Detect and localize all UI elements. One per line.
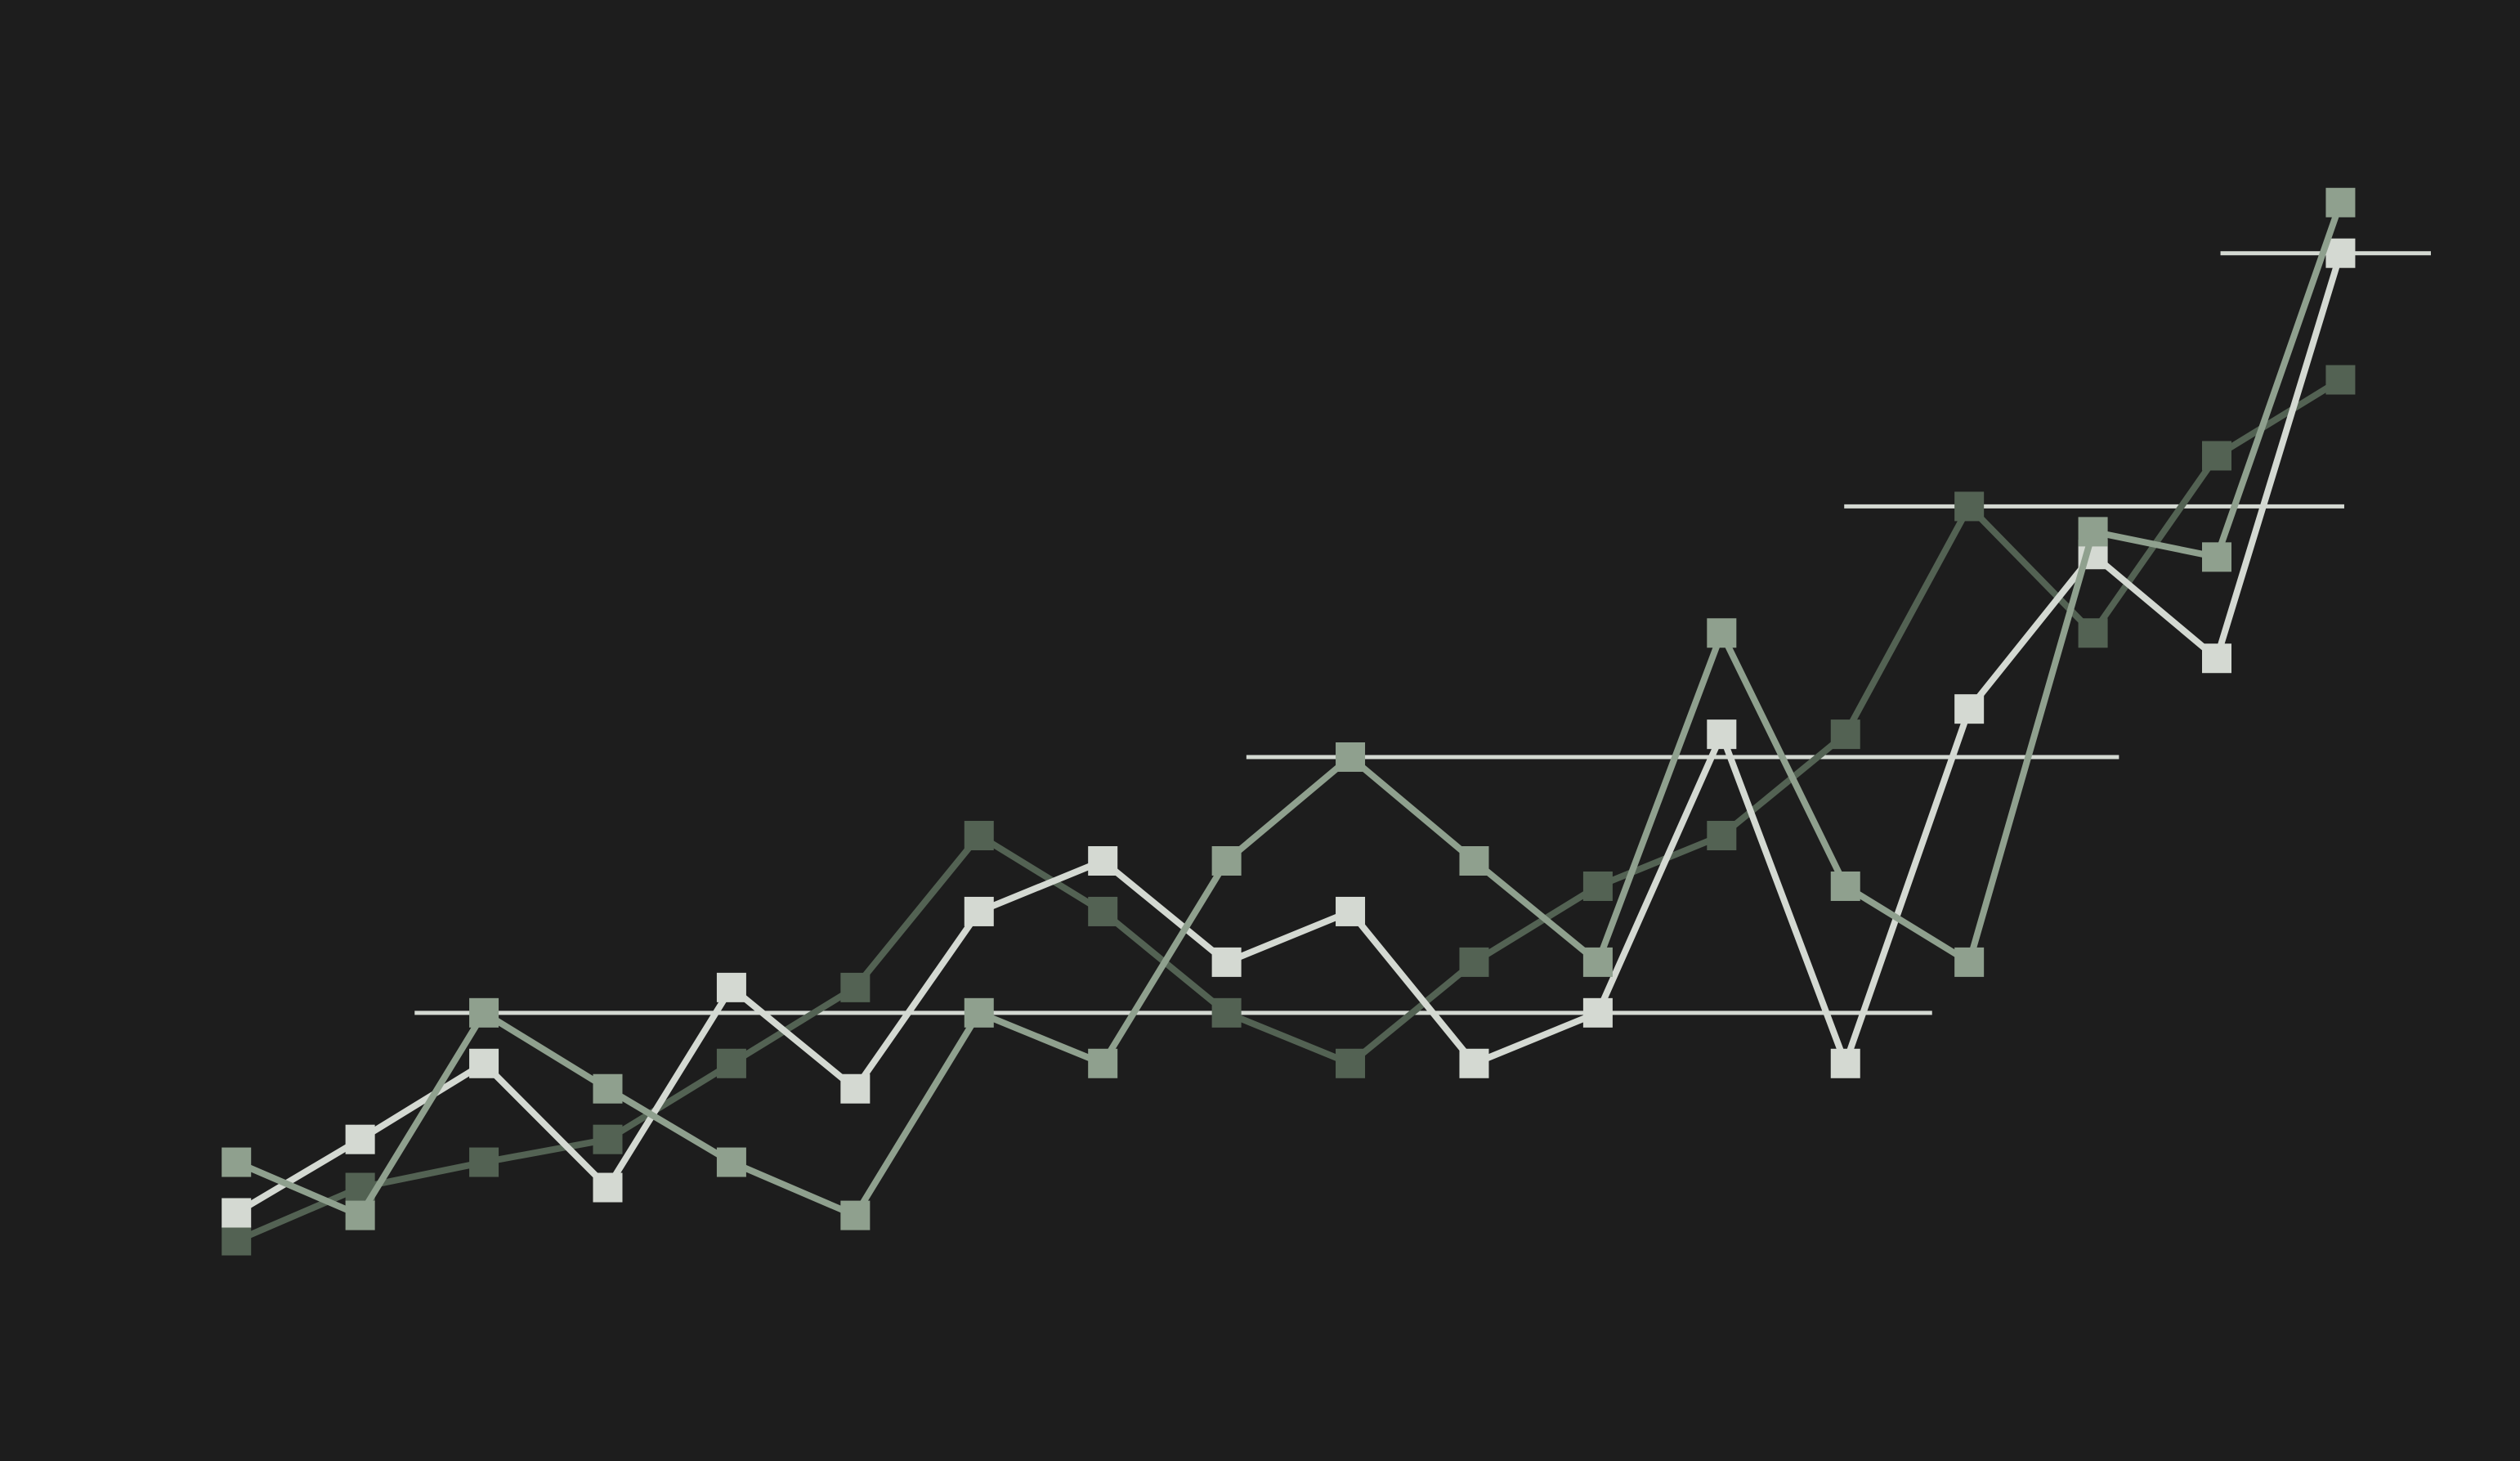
marker: [469, 1048, 499, 1078]
marker: [2202, 643, 2232, 674]
marker: [716, 1048, 746, 1078]
marker: [1830, 1048, 1860, 1078]
marker: [964, 896, 994, 926]
marker: [2325, 365, 2356, 395]
marker: [222, 1147, 252, 1177]
marker: [222, 1198, 252, 1228]
marker: [840, 972, 871, 1002]
marker: [1707, 719, 1737, 750]
marker: [1336, 742, 1366, 773]
series-line: [235, 201, 2344, 1219]
marker: [840, 1073, 871, 1104]
marker: [2078, 517, 2108, 547]
marker: [716, 972, 746, 1002]
series-line: [235, 377, 2343, 1244]
marker: [1336, 896, 1366, 926]
marker: [2202, 441, 2232, 471]
marker: [1088, 1048, 1118, 1078]
marker: [1582, 871, 1613, 901]
marker: [2202, 542, 2232, 572]
marker: [469, 997, 499, 1028]
marker: [1088, 896, 1118, 926]
marker: [840, 1200, 871, 1230]
marker: [964, 997, 994, 1028]
marker: [1707, 618, 1737, 648]
marker: [593, 1073, 623, 1104]
marker: [1954, 947, 1985, 977]
marker: [1211, 947, 1242, 977]
marker: [345, 1200, 375, 1230]
marker: [222, 1226, 252, 1256]
marker: [345, 1124, 375, 1154]
marker: [593, 1124, 623, 1154]
marker: [1336, 1048, 1366, 1078]
marker: [1582, 997, 1613, 1028]
marker: [1707, 821, 1737, 851]
marker: [2078, 618, 2108, 648]
marker: [716, 1147, 746, 1177]
series-line: [235, 252, 2344, 1216]
marker: [2325, 238, 2356, 268]
marker: [469, 1147, 499, 1177]
marker: [1211, 997, 1242, 1028]
marker: [1830, 871, 1860, 901]
marker: [1088, 845, 1118, 876]
marker: [1954, 694, 1985, 724]
marker: [1211, 845, 1242, 876]
marker: [593, 1172, 623, 1203]
marker: [1830, 719, 1860, 750]
marker: [1582, 947, 1613, 977]
marker: [1954, 491, 1985, 522]
marker: [1459, 1048, 1489, 1078]
marker: [1459, 845, 1489, 876]
marker: [964, 821, 994, 851]
marker: [2325, 187, 2356, 217]
marker: [1459, 947, 1489, 977]
